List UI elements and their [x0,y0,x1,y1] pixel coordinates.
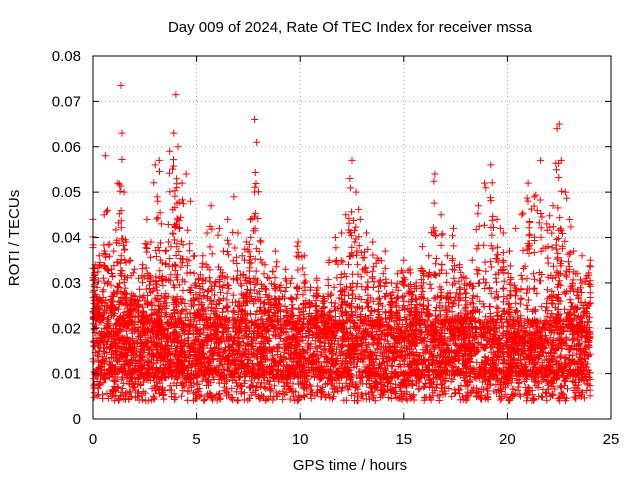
y-tick-label: 0.05 [52,184,81,201]
y-tick-label: 0.07 [52,93,81,110]
y-tick-label: 0 [73,411,81,428]
y-tick-label: 0.08 [52,48,81,65]
x-tick-label: 0 [89,431,97,448]
x-tick-labels: 0 5 10 15 20 25 [89,431,620,448]
x-tick-label: 10 [292,431,309,448]
y-tick-label: 0.06 [52,139,81,156]
y-axis-label: ROTI / TECUs [6,190,23,286]
y-tick-label: 0.04 [52,230,81,247]
data-points [89,82,594,405]
axis-ticks [92,55,612,420]
y-tick-labels: 0 0.01 0.02 0.03 0.04 0.05 0.06 0.07 0.08 [52,48,81,428]
y-tick-label: 0.02 [52,320,81,337]
y-tick-label: 0.01 [52,366,81,383]
y-tick-label: 0.03 [52,275,81,292]
x-tick-label: 5 [192,431,200,448]
x-tick-label: 15 [395,431,412,448]
x-axis-label: GPS time / hours [293,457,407,474]
grid [93,56,611,419]
chart-title: Day 009 of 2024, Rate Of TEC Index for r… [168,19,533,36]
x-tick-label: 25 [603,431,620,448]
data-point-markers [89,82,594,405]
x-tick-label: 20 [499,431,516,448]
